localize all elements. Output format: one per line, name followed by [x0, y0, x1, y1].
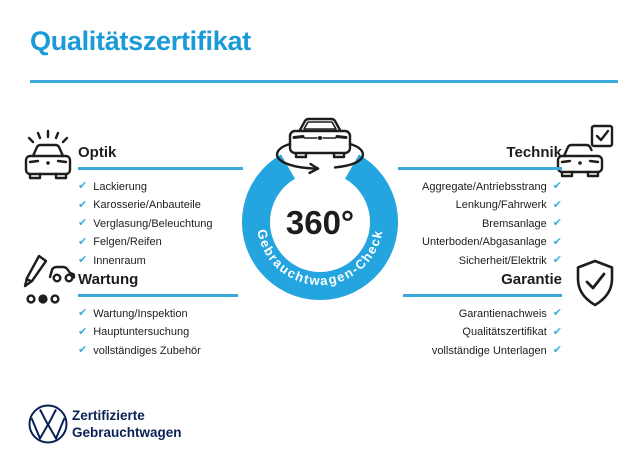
check-item-label: Bremsanlage	[481, 217, 547, 230]
list-item: ✔ Innenraum	[78, 252, 243, 271]
check-icon: ✔	[552, 180, 562, 193]
brand-wordmark: Zertifizierte Gebrauchtwagen	[72, 407, 182, 441]
check-icon: ✔	[552, 325, 562, 338]
check-icon: ✔	[552, 235, 562, 248]
section-garantie: Garantie Garantienachweis ✔ Qualitätszert…	[403, 271, 562, 360]
section-underline	[78, 167, 243, 170]
technik-item-list: Aggregate/Antriebsstrang ✔ Lenkung/Fahrwe…	[398, 178, 562, 271]
check-item-label: Felgen/Reifen	[93, 236, 162, 249]
check-icon: ✔	[78, 325, 88, 338]
check-icon: ✔	[78, 344, 88, 357]
check-item-label: Innenraum	[93, 254, 146, 267]
check-icon: ✔	[552, 254, 562, 267]
list-item: ✔ Hauptuntersuchung	[78, 323, 238, 342]
service-checklist-icon	[22, 254, 76, 308]
list-item: ✔ Felgen/Reifen	[78, 233, 243, 252]
list-item: Garantienachweis ✔	[403, 305, 562, 324]
ring	[242, 154, 398, 300]
check-item-label: Garantienachweis	[458, 307, 547, 320]
list-item: Bremsanlage ✔	[398, 215, 562, 234]
check-item-label: vollständige Unterlagen	[431, 344, 547, 357]
wartung-item-list: ✔ Wartung/Inspektion ✔ Hauptuntersuchung ✔…	[78, 305, 238, 361]
section-heading-wartung: Wartung	[78, 271, 139, 288]
section-underline	[403, 294, 562, 297]
degree-label: 360°	[286, 204, 354, 241]
check-icon: ✔	[78, 235, 88, 248]
shield-check-icon	[572, 258, 618, 310]
list-item: Sicherheit/Elektrik ✔	[398, 252, 562, 271]
check-item-label: Wartung/Inspektion	[93, 307, 188, 320]
check-item-label: Unterboden/Abgasanlage	[422, 236, 547, 249]
section-heading-garantie: Garantie	[501, 271, 562, 288]
sparkling-car-icon	[20, 126, 76, 184]
check-item-label: Lackierung	[93, 180, 148, 193]
list-item: Qualitätszertifikat ✔	[403, 323, 562, 342]
brand-line-1: Zertifizierte	[72, 408, 145, 423]
list-item: vollständige Unterlagen ✔	[403, 342, 562, 361]
brand-line-2: Gebrauchtwagen	[72, 425, 182, 440]
check-icon: ✔	[552, 307, 562, 320]
check-item-label: Sicherheit/Elektrik	[458, 254, 547, 267]
check-icon: ✔	[78, 307, 88, 320]
list-item: ✔ Karosserie/Anbauteile	[78, 196, 243, 215]
section-wartung: Wartung ✔ Wartung/Inspektion ✔ Hauptunters…	[78, 271, 238, 360]
car-360-icon	[275, 117, 365, 175]
page-title: Qualitätszertifikat	[30, 26, 251, 56]
section-technik: Technik Aggregate/Antriebsstrang ✔ Lenkun…	[398, 144, 562, 270]
check-item-label: vollständiges Zubehör	[93, 344, 201, 357]
optik-item-list: ✔ Lackierung ✔ Karosserie/Anbauteile ✔ Verg…	[78, 178, 243, 271]
list-item: ✔ Wartung/Inspektion	[78, 305, 238, 324]
section-underline	[78, 294, 238, 297]
list-item: ✔ Lackierung	[78, 178, 243, 197]
section-optik: Optik ✔ Lackierung ✔ Karosserie/Anbauteile…	[78, 144, 243, 270]
section-heading-technik: Technik	[506, 144, 562, 161]
check-icon: ✔	[78, 180, 88, 193]
section-underline	[398, 167, 562, 170]
check-icon: ✔	[552, 344, 562, 357]
list-item: Lenkung/Fahrwerk ✔	[398, 196, 562, 215]
check-item-label: Qualitätszertifikat	[462, 326, 547, 339]
check-item-label: Karosserie/Anbauteile	[93, 199, 201, 212]
check-icon: ✔	[78, 254, 88, 267]
check-icon: ✔	[78, 198, 88, 211]
vw-logo	[27, 403, 69, 450]
check-icon: ✔	[78, 217, 88, 230]
gebrauchtwagen-check-badge: Gebrauchtwagen-Check 360°	[242, 117, 398, 300]
list-item: ✔ Verglasung/Beleuchtung	[78, 215, 243, 234]
check-item-label: Verglasung/Beleuchtung	[93, 217, 213, 230]
check-icon: ✔	[552, 198, 562, 211]
check-item-label: Lenkung/Fahrwerk	[455, 199, 547, 212]
check-item-label: Aggregate/Antriebsstrang	[422, 180, 547, 193]
car-checkbox-icon	[556, 124, 616, 182]
check-item-label: Hauptuntersuchung	[93, 326, 190, 339]
list-item: ✔ vollständiges Zubehör	[78, 342, 238, 361]
list-item: Unterboden/Abgasanlage ✔	[398, 233, 562, 252]
check-icon: ✔	[552, 217, 562, 230]
list-item: Aggregate/Antriebsstrang ✔	[398, 178, 562, 197]
section-heading-optik: Optik	[78, 144, 117, 161]
title-divider	[30, 80, 618, 83]
garantie-item-list: Garantienachweis ✔ Qualitätszertifikat ✔ v…	[403, 305, 562, 361]
